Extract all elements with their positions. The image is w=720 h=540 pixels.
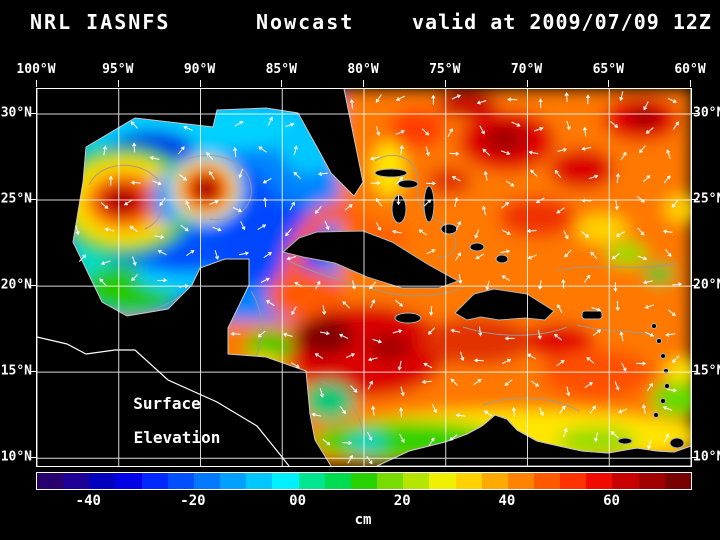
colorbar-segment [246, 473, 273, 489]
colorbar [36, 472, 692, 490]
colorbar-tick-label: 60 [603, 493, 620, 509]
pacific-coastline [37, 336, 290, 466]
axis-tick-label-lat: 20°N [693, 277, 720, 293]
axis-tick-label-lon: 60°W [674, 62, 706, 77]
colorbar-segment [141, 473, 168, 489]
colorbar-segment [63, 473, 90, 489]
axis-tick-label-lon: 90°W [183, 62, 216, 77]
map-plot: Surface Elevation [36, 88, 692, 467]
colorbar-segment [638, 473, 665, 489]
axis-tick-mark [29, 371, 36, 373]
colorbar-tick-label: 40 [498, 493, 516, 509]
axis-tick-label-lat: 30°N [693, 105, 720, 121]
axis-tick-mark [117, 80, 119, 87]
title-valid-time: valid at 2009/07/09 12Z [412, 10, 712, 34]
axis-tick-mark [36, 80, 37, 87]
colorbar-segment [377, 473, 404, 489]
axis-tick-mark [691, 457, 698, 459]
axis-tick-label-lon: 75°W [429, 62, 461, 77]
colorbar-segment [272, 473, 299, 489]
colorbar-tick-label: -40 [75, 493, 101, 509]
colorbar-tick-label: 00 [289, 493, 307, 509]
axis-tick-mark [526, 80, 528, 87]
colorbar-tick-label: 20 [393, 493, 411, 509]
axis-tick-mark [691, 371, 698, 373]
axis-tick-mark [690, 80, 691, 87]
colorbar-segment [193, 473, 221, 489]
axis-tick-label-lon: 85°W [265, 62, 297, 77]
axis-tick-mark [691, 112, 698, 114]
axis-tick-label-lon: 70°W [510, 62, 543, 77]
colorbar-segment [115, 473, 142, 489]
colorbar-segment [664, 473, 691, 489]
colorbar-segment [220, 473, 247, 489]
axis-tick-mark [29, 199, 36, 201]
axis-tick-mark [691, 285, 698, 287]
colorbar-tick-label: -20 [180, 493, 206, 509]
colorbar-segment [507, 473, 534, 489]
annotation-elevation: Elevation [134, 428, 221, 447]
colorbar-segment [350, 473, 378, 489]
annotation-surface: Surface [133, 394, 200, 413]
colorbar-segment [167, 473, 194, 489]
axis-tick-label-lat: 15°N [693, 363, 720, 379]
small-islands [374, 168, 685, 449]
colorbar-segment [429, 473, 456, 489]
coastlines [37, 89, 691, 466]
current-vector-arrows [75, 91, 683, 465]
colorbar-segment [403, 473, 430, 489]
axis-tick-mark [691, 199, 698, 201]
title-model: NRL IASNFS [30, 10, 171, 34]
colorbar-segment [89, 473, 116, 489]
axis-tick-label-lat: 10°N [0, 449, 32, 465]
axis-tick-label-lon: 100°W [16, 62, 56, 77]
axis-tick-mark [29, 285, 36, 287]
axis-tick-label-lat: 25°N [693, 191, 720, 207]
colorbar-segment [455, 473, 482, 489]
colorbar-segment [324, 473, 351, 489]
axis-tick-mark [608, 80, 610, 87]
colorbar-segment [586, 473, 613, 489]
colorbar-unit-label: cm [354, 512, 372, 528]
axis-tick-label-lon: 65°W [592, 62, 624, 77]
colorbar-segment [560, 473, 587, 489]
colorbar-segment [481, 473, 508, 489]
axis-tick-mark [29, 457, 36, 459]
axis-tick-mark [444, 80, 446, 87]
title-product: Nowcast [256, 10, 355, 34]
axis-tick-label-lon: 80°W [347, 62, 379, 77]
axis-tick-label-lon: 95°W [102, 62, 134, 77]
colorbar-segment [37, 473, 64, 489]
colorbar-segment [298, 473, 325, 489]
axis-tick-mark [29, 112, 36, 114]
axis-tick-label-lat: 20°N [0, 277, 32, 293]
axis-tick-label-lat: 15°N [0, 363, 32, 379]
colorbar-segment [612, 473, 639, 489]
axis-tick-mark [281, 80, 283, 87]
colorbar-segment [533, 473, 561, 489]
axis-tick-label-lat: 30°N [0, 105, 32, 121]
axis-tick-mark [363, 80, 364, 87]
axis-tick-label-lat: 10°N [693, 449, 720, 465]
axis-tick-mark [199, 80, 201, 87]
axis-tick-label-lat: 25°N [0, 191, 32, 207]
